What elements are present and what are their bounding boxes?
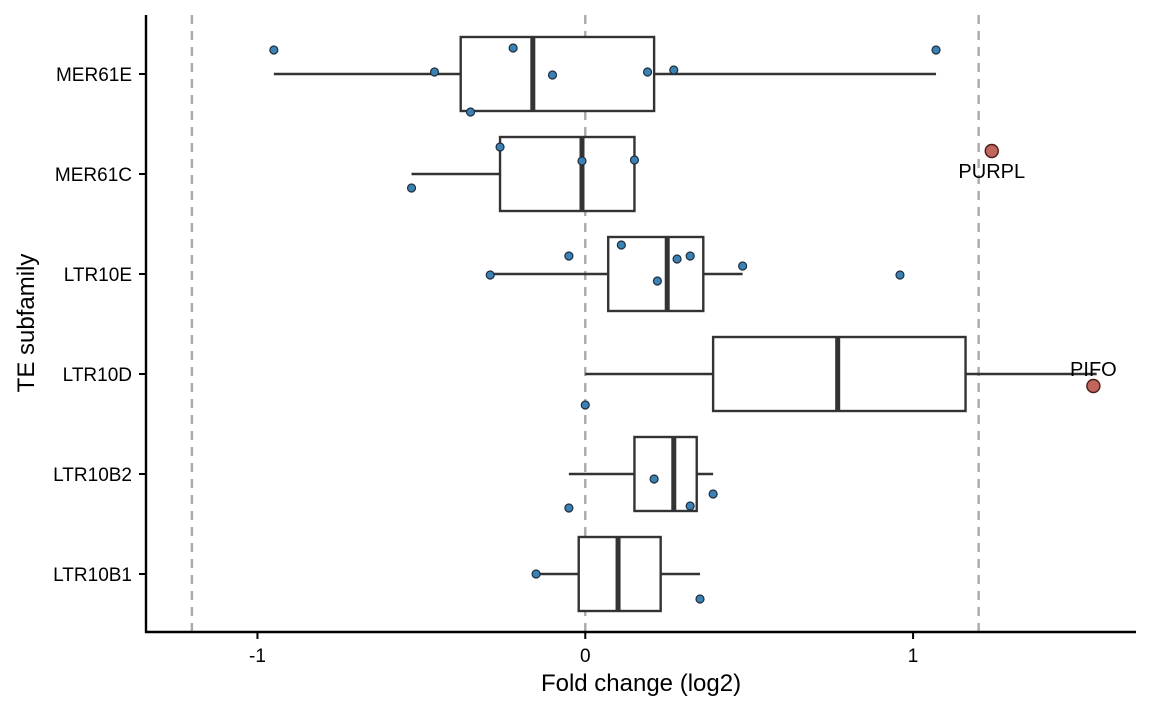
data-point <box>564 251 574 261</box>
data-point <box>708 489 718 499</box>
data-point <box>580 400 590 410</box>
box <box>607 235 705 313</box>
reference-lines <box>190 15 980 632</box>
data-point <box>531 569 541 579</box>
data-point <box>465 107 476 117</box>
data-point <box>577 156 587 166</box>
data-point <box>649 474 659 484</box>
y-tick-label: LTR10E <box>64 265 132 286</box>
y-tick-label: MER61E <box>56 65 132 86</box>
highlight-point <box>1086 378 1101 394</box>
y-tick-label: LTR10D <box>63 365 132 386</box>
box <box>498 135 636 213</box>
y-tick-label: LTR10B2 <box>53 465 132 486</box>
box <box>459 35 656 113</box>
y-tick-label: LTR10B1 <box>53 565 132 586</box>
data-point <box>616 240 626 250</box>
data-point <box>269 45 279 55</box>
data-point <box>738 261 748 271</box>
data-point <box>629 155 640 165</box>
data-point <box>895 270 905 280</box>
data-point <box>508 43 518 53</box>
data-points <box>269 43 941 604</box>
x-tick-label: 0 <box>580 646 591 667</box>
data-point <box>406 183 417 193</box>
data-point <box>685 501 695 511</box>
data-point <box>642 67 653 77</box>
data-point <box>652 276 662 286</box>
whiskers <box>273 72 1097 576</box>
highlight-label: PURPL <box>958 161 1025 183</box>
data-point <box>672 254 682 264</box>
data-point <box>547 70 558 80</box>
box <box>633 435 698 513</box>
highlight-point <box>984 143 999 159</box>
axes: -1 0 1 MER61E MER61C LTR10E LTR10D LTR10B2 LTR10… <box>53 15 1136 667</box>
boxes <box>459 35 967 613</box>
data-point <box>695 594 705 604</box>
data-point <box>669 65 679 75</box>
x-axis-title: Fold change (log2) <box>541 670 741 697</box>
data-point <box>495 142 505 152</box>
highlighted-points: PURPL PIFO <box>958 143 1117 394</box>
data-point <box>564 503 574 513</box>
data-point <box>485 270 495 280</box>
y-tick-label: MER61C <box>55 165 132 186</box>
x-tick-label: -1 <box>249 646 266 667</box>
data-point <box>931 45 941 55</box>
data-point <box>685 251 695 261</box>
x-tick-label: 1 <box>908 646 919 667</box>
y-axis-title: TE subfamily <box>13 254 40 393</box>
data-point <box>429 67 440 77</box>
highlight-label: PIFO <box>1070 359 1117 381</box>
